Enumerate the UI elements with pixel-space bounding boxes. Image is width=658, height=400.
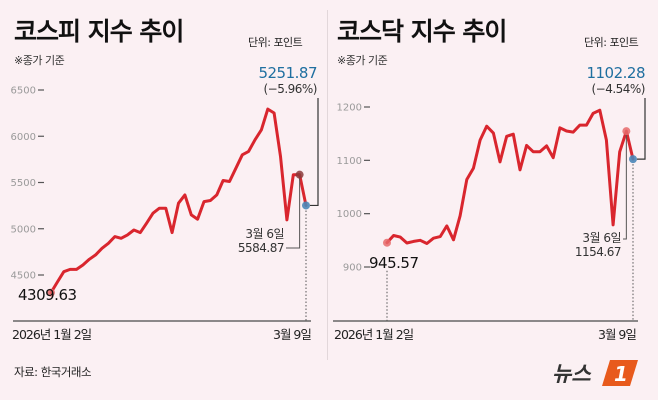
kosdaq-title: 코스닥 지수 추이 [337,17,507,46]
kosdaq-note: ※종가 기준 [337,54,388,67]
kospi-ytick-label: 4500 [11,271,36,282]
kospi-ytick-label: 5000 [11,224,36,235]
source-text: 자료: 한국거래소 [14,365,92,379]
kospi-last-value-label: 5251.87 [258,64,317,82]
kosdaq-last-leader [637,98,646,160]
kosdaq-last-point [629,155,637,164]
kospi-ytick-label: 6500 [11,86,36,97]
kosdaq-start-point [383,238,391,247]
kospi-prev-point [295,170,304,179]
kosdaq-prev-point [622,127,631,136]
kosdaq-series-line [385,108,635,245]
svg-text:뉴스: 뉴스 [552,362,592,386]
kosdaq-last-value-label: 1102.28 [586,64,645,82]
kosdaq-ytick-label: 1000 [337,209,362,220]
kospi-ytick-label: 6000 [11,132,36,143]
kospi-x-start-label: 2026년 1월 2일 [12,327,92,342]
kospi-prev-date-label: 3월 6일 [245,227,284,241]
kosdaq-start-value-label: 945.57 [369,254,419,272]
kospi-x-end-label: 3월 9일 [273,327,312,342]
kospi-ytick-label: 5500 [11,178,36,189]
kospi-note: ※종가 기준 [14,54,65,67]
kospi-start-value-label: 4309.63 [18,286,77,304]
kospi-last-point [302,201,310,210]
kosdaq-prev-leader [623,135,627,240]
kosdaq-ytick-label: 1100 [337,156,362,167]
kospi-start-point [47,288,55,297]
kosdaq-prev-value-label: 1154.67 [575,245,621,259]
news1-logo: 뉴스 1 [552,360,638,386]
kosdaq-x-end-label: 3월 9일 [598,327,637,342]
kosdaq-last-change-label: (−4.54%) [591,82,645,96]
kosdaq-ytick-label: 1200 [337,103,362,114]
svg-text:1: 1 [614,362,628,386]
kospi-last-change-label: (−5.96%) [263,82,317,96]
kospi-last-leader [310,98,319,207]
kosdaq-ytick-label: 900 [343,263,362,274]
kosdaq-unit: 단위: 포인트 [584,36,639,49]
kospi-series-line [49,107,308,295]
divider [327,10,328,360]
kosdaq-x-start-label: 2026년 1월 2일 [334,327,414,342]
kospi-prev-value-label: 5584.87 [238,241,284,255]
kospi-unit: 단위: 포인트 [248,36,303,49]
kosdaq-prev-date-label: 3월 6일 [582,231,621,245]
kospi-title: 코스피 지수 추이 [14,17,184,46]
kospi-prev-leader [286,178,301,249]
